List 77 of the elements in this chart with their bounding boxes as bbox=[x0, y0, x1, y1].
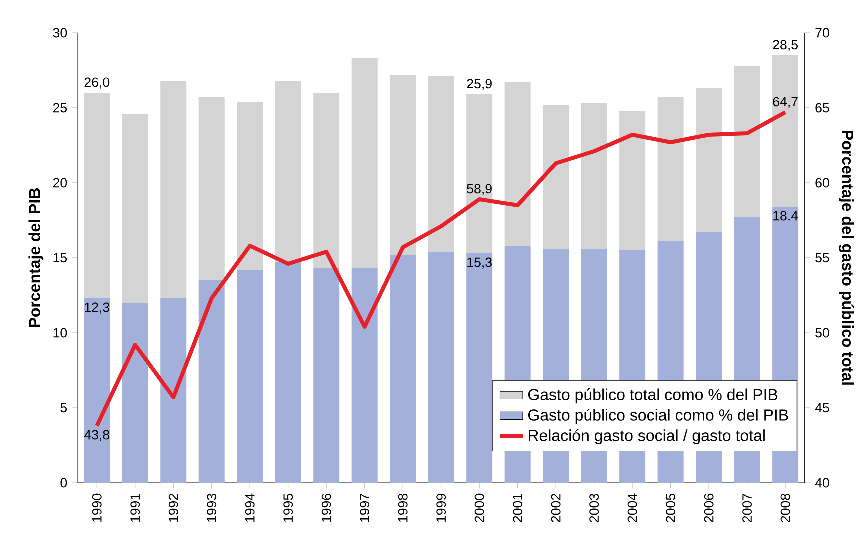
bar bbox=[122, 303, 148, 483]
y2-tick-label: 45 bbox=[815, 403, 830, 413]
bar bbox=[314, 93, 340, 268]
bar bbox=[466, 94, 493, 254]
y2-tick-label: 40 bbox=[815, 478, 830, 488]
y-tick-label: 30 bbox=[53, 28, 68, 38]
bar bbox=[352, 58, 378, 268]
bar bbox=[734, 66, 760, 218]
bar bbox=[198, 280, 225, 483]
x-tick-label: 2003 bbox=[590, 494, 600, 522]
bar bbox=[314, 268, 340, 483]
x-tick-label: 2000 bbox=[474, 494, 484, 522]
data-label: 15,3 bbox=[468, 258, 492, 269]
total-label: 28,5 bbox=[773, 40, 798, 52]
x-tick-label: 2005 bbox=[666, 494, 676, 522]
x-tick-label: 2001 bbox=[513, 494, 523, 522]
y-tick-label: 20 bbox=[53, 178, 68, 188]
x-tick-label: 1992 bbox=[168, 494, 178, 522]
bar bbox=[160, 81, 187, 298]
x-tick-label: 1997 bbox=[360, 494, 370, 522]
bar bbox=[390, 75, 416, 255]
data-label: 64,7 bbox=[773, 97, 798, 108]
y-axis-title: Porcentaje del PIB bbox=[28, 188, 44, 328]
x-tick-label: 1995 bbox=[284, 494, 294, 522]
bar bbox=[428, 252, 454, 483]
legend-label: Gasto público social como % del PIB bbox=[528, 409, 788, 424]
bar bbox=[390, 254, 416, 483]
x-tick-label: 1993 bbox=[207, 494, 217, 522]
legend-label: Relación gasto social / gasto total bbox=[529, 429, 765, 445]
y2-tick-label: 60 bbox=[816, 178, 830, 188]
bar bbox=[581, 104, 608, 249]
bar bbox=[237, 270, 264, 483]
y-tick-label: 25 bbox=[53, 103, 68, 113]
y2-tick-label: 50 bbox=[816, 328, 830, 338]
x-tick-label: 2007 bbox=[742, 494, 752, 522]
y2-tick-label: 65 bbox=[816, 103, 830, 113]
x-tick-label: 2006 bbox=[704, 494, 714, 522]
x-tick-label: 1994 bbox=[245, 494, 255, 522]
bar bbox=[84, 298, 110, 483]
data-label: 58,9 bbox=[467, 184, 492, 196]
y-tick-label: 0 bbox=[60, 478, 68, 488]
x-tick-label: 1996 bbox=[322, 494, 332, 522]
bar bbox=[352, 268, 378, 483]
y-tick-label: 10 bbox=[54, 328, 68, 338]
bar bbox=[84, 93, 110, 298]
x-tick-label: 2002 bbox=[551, 494, 561, 522]
bar bbox=[122, 114, 148, 303]
x-tick-label: 1999 bbox=[436, 494, 446, 522]
total-label: 26,0 bbox=[84, 78, 110, 89]
y-tick-label: 5 bbox=[60, 403, 68, 413]
bar bbox=[237, 102, 264, 270]
bar bbox=[658, 98, 684, 242]
bar bbox=[543, 105, 570, 249]
x-tick-label: 1991 bbox=[130, 494, 140, 522]
bar bbox=[466, 253, 493, 483]
bar bbox=[696, 88, 722, 232]
data-label: 18.4 bbox=[774, 211, 798, 221]
y2-axis-title: Porcentaje del gasto público total bbox=[839, 131, 854, 385]
y-tick-label: 15 bbox=[54, 253, 68, 263]
y2-tick-label: 55 bbox=[816, 253, 830, 263]
legend-label: Gasto público total como % del PIB bbox=[528, 388, 778, 404]
bar bbox=[620, 110, 646, 250]
data-label: 12,3 bbox=[85, 302, 110, 314]
x-tick-label: 1998 bbox=[398, 494, 408, 522]
x-tick-label: 1990 bbox=[92, 494, 102, 522]
bar bbox=[504, 82, 531, 246]
y2-tick-label: 70 bbox=[816, 28, 830, 38]
total-label: 25,9 bbox=[467, 79, 492, 90]
bar bbox=[198, 98, 225, 280]
x-tick-label: 2004 bbox=[628, 494, 638, 522]
bar bbox=[772, 56, 799, 207]
data-label: 43,8 bbox=[84, 430, 110, 442]
x-tick-label: 2008 bbox=[780, 494, 790, 522]
bar bbox=[275, 262, 302, 483]
bar bbox=[428, 76, 454, 252]
bar bbox=[275, 81, 302, 262]
bar bbox=[160, 298, 187, 483]
